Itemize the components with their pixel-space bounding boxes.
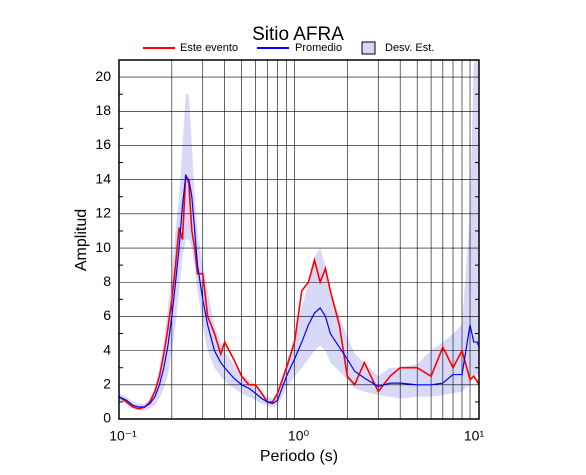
y-axis-label: Amplitud [73,209,90,271]
plot-frame [118,59,480,420]
y-tick-label: 0 [103,410,111,426]
x-tick-label: 10⁰ [288,428,310,444]
legend-label: Este evento [180,42,238,54]
y-tick-label: 16 [95,136,111,152]
y-tick-label: 14 [95,170,111,186]
legend-swatch [361,41,376,55]
x-tick-label: 10⁻¹ [109,428,137,444]
series-line [118,174,480,410]
y-tick-label: 12 [95,205,111,221]
series-line [118,174,480,408]
y-tick-label: 20 [95,68,111,84]
x-tick-label: 10¹ [464,428,485,444]
y-tick-label: 6 [103,307,111,323]
legend-label: Promedio [295,42,342,54]
chart-title: Sitio AFRA [252,24,344,45]
y-tick-label: 4 [103,341,111,357]
y-tick-label: 10 [95,239,111,255]
y-tick-label: 2 [103,376,111,392]
y-tick-label: 18 [95,102,111,118]
x-axis-label: Periodo (s) [260,448,338,465]
std-band [119,60,479,411]
legend-label: Desv. Est. [385,42,434,54]
y-tick-label: 8 [103,273,111,289]
